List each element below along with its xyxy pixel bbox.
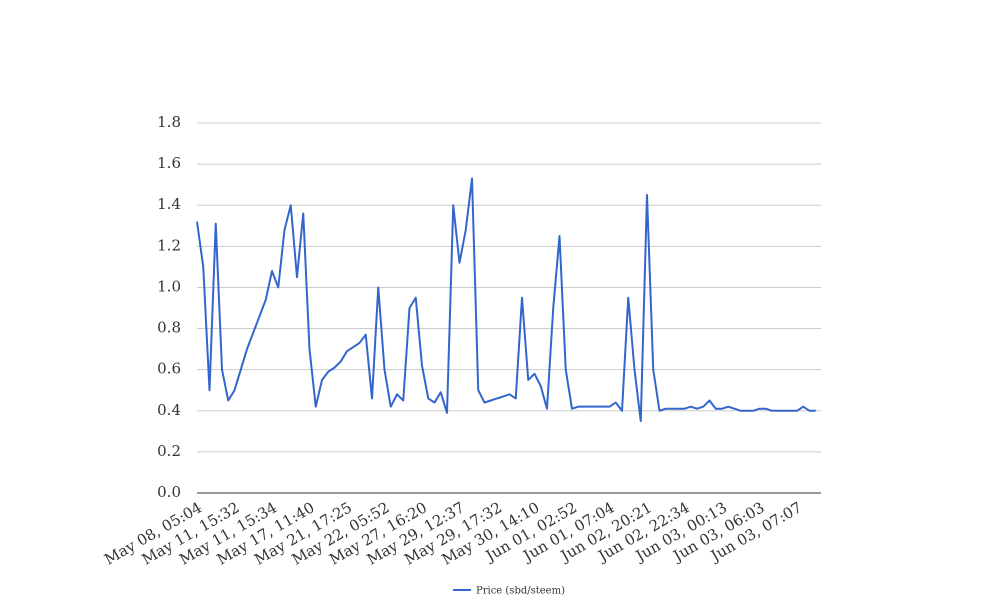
price-line [196,177,816,423]
y-tick-label: 0.8 [157,319,181,337]
y-tick-label: 1.4 [157,195,181,213]
legend-label: Price (sbd/steem) [476,586,565,597]
y-tick-label: 1.2 [157,236,181,254]
y-tick-label: 0.4 [157,401,181,419]
y-tick-label: 0.6 [157,360,181,378]
y-tick-label: 1.0 [157,277,181,295]
y-tick-label: 1.8 [157,113,181,131]
y-tick-label: 0.2 [157,442,181,460]
y-tick-label: 0.0 [157,483,181,501]
y-tick-label: 1.6 [157,154,181,172]
